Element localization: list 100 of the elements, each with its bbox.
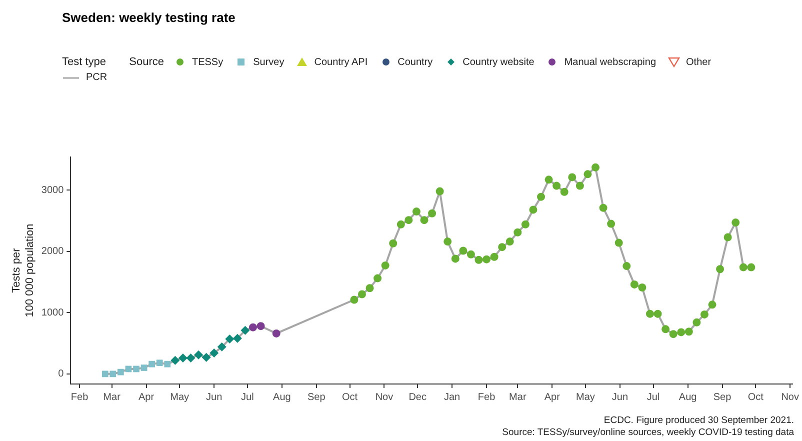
source-note: Source: TESSy/survey/online sources, weekly COVID-19 testing data xyxy=(502,427,794,439)
x-tick-label: May xyxy=(576,392,595,403)
point xyxy=(225,334,234,344)
point xyxy=(724,233,732,242)
x-tick-label: Jul xyxy=(241,392,254,403)
point xyxy=(646,310,654,318)
point xyxy=(716,265,724,274)
point xyxy=(451,254,460,263)
point xyxy=(389,239,398,248)
point xyxy=(366,284,374,292)
point xyxy=(592,163,600,172)
point xyxy=(110,370,116,378)
x-tick-label: Aug xyxy=(273,392,291,403)
point xyxy=(444,238,452,246)
point xyxy=(358,290,366,298)
point xyxy=(249,323,258,332)
point xyxy=(568,173,576,182)
point xyxy=(638,284,646,292)
point xyxy=(133,366,140,372)
point xyxy=(210,348,219,358)
point xyxy=(374,274,382,282)
point xyxy=(428,209,436,218)
point xyxy=(544,176,553,184)
point xyxy=(498,243,506,252)
point xyxy=(396,220,405,228)
legend-label: Country website xyxy=(462,56,534,68)
x-tick-label: Jun xyxy=(612,392,628,403)
point xyxy=(677,328,686,336)
point xyxy=(164,360,171,368)
y-tick-label: 3000 xyxy=(41,184,64,196)
x-tick-label: May xyxy=(170,392,190,403)
legend-label: Survey xyxy=(253,56,284,68)
point xyxy=(560,188,568,196)
point xyxy=(170,356,180,365)
point xyxy=(156,360,163,366)
x-tick-label: Sep xyxy=(713,392,732,403)
legend-label: Country xyxy=(398,56,433,68)
point xyxy=(654,310,662,318)
x-tick-label: Jul xyxy=(646,392,660,403)
point xyxy=(521,220,530,228)
x-tick-label: Feb xyxy=(70,392,89,403)
point xyxy=(537,192,546,201)
point xyxy=(692,318,701,326)
legend-label: Country API xyxy=(314,56,368,68)
point xyxy=(436,187,444,196)
point xyxy=(630,280,638,288)
point xyxy=(459,246,468,255)
text: ECDC. Figure produced 30 September 2021. xyxy=(602,415,794,427)
point xyxy=(272,329,280,338)
legend-label: PCR xyxy=(86,72,108,83)
y-axis-title: Tests per 100 000 population xyxy=(10,224,36,318)
point xyxy=(202,352,211,362)
point xyxy=(684,328,693,336)
x-tick-label: Dec xyxy=(408,392,426,403)
point xyxy=(474,256,483,264)
point xyxy=(140,364,148,371)
point xyxy=(118,368,124,376)
point xyxy=(178,353,188,362)
point xyxy=(552,182,561,190)
point xyxy=(700,310,708,318)
point xyxy=(420,216,428,224)
x-tick-label: Oct xyxy=(342,392,358,403)
x-tick-label: Nov xyxy=(375,392,394,403)
point xyxy=(148,360,156,368)
legend-label: TESSy xyxy=(192,56,224,68)
point xyxy=(732,218,740,227)
point xyxy=(514,228,522,236)
point xyxy=(662,325,670,334)
point xyxy=(599,204,608,212)
point xyxy=(186,353,196,362)
y-tick-label: 0 xyxy=(58,368,64,380)
x-tick-label: Sep xyxy=(307,392,326,403)
point xyxy=(584,170,592,178)
x-tick-label: Mar xyxy=(103,392,122,403)
x-tick-label: Apr xyxy=(138,392,155,403)
x-tick-label: Oct xyxy=(748,392,764,403)
point xyxy=(669,330,678,338)
point xyxy=(404,216,413,224)
point xyxy=(194,350,204,360)
point xyxy=(381,261,390,270)
point xyxy=(466,250,475,258)
point xyxy=(529,206,538,214)
y-tick-label: 2000 xyxy=(41,246,64,258)
x-tick-label: Nov xyxy=(781,392,799,403)
point xyxy=(256,322,265,330)
point xyxy=(576,182,584,190)
x-tick-label: Mar xyxy=(509,392,527,403)
point xyxy=(490,252,498,261)
x-tick-label: Jan xyxy=(444,392,460,403)
point xyxy=(240,326,250,335)
point xyxy=(622,262,631,270)
point xyxy=(607,220,616,228)
x-tick-label: Apr xyxy=(544,392,561,403)
point xyxy=(412,208,420,216)
y-tick-label: 1000 xyxy=(41,307,64,318)
text: Test type xyxy=(62,56,106,68)
x-tick-label: Jun xyxy=(206,392,222,403)
point xyxy=(102,370,108,378)
point xyxy=(217,342,226,352)
point xyxy=(739,263,748,272)
